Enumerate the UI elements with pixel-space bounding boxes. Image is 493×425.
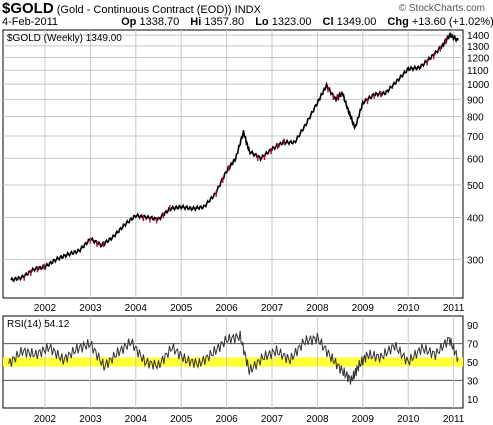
price-y-tick-label: 1200 (467, 54, 490, 65)
rsi-y-tick-label: 90 (467, 321, 479, 332)
open-label: Op (121, 16, 137, 28)
price-y-tick-label: 1100 (467, 66, 489, 77)
change-value: +13.60 (+1.02%) (411, 16, 493, 28)
price-y-tick-label: 300 (467, 255, 484, 266)
rsi-x-tick-label: 2011 (443, 414, 465, 425)
rsi-x-tick-label: 2005 (170, 414, 193, 425)
price-y-tick-label: 700 (467, 132, 484, 143)
rsi-x-tick-label: 2008 (306, 414, 329, 425)
open-value: 1338.70 (139, 16, 180, 28)
price-y-tick-label: 800 (467, 113, 484, 124)
price-legend: $GOLD (Weekly) 1349.00 (7, 33, 122, 44)
rsi-x-tick-label: 2003 (79, 414, 102, 425)
price-x-tick-label: 2005 (170, 303, 193, 314)
symbol-title: $GOLD (2, 0, 54, 17)
price-y-tick-label: 1000 (467, 80, 490, 91)
price-x-tick-label: 2004 (125, 303, 148, 314)
rsi-x-tick-label: 2009 (352, 414, 375, 425)
rsi-y-tick-label: 30 (467, 376, 479, 387)
symbol-description: (Gold - Continuous Contract (EOD)) (56, 4, 232, 16)
price-x-tick-label: 2007 (261, 303, 284, 314)
low-label: Lo (255, 16, 269, 28)
price-x-tick-label: 2003 (79, 303, 102, 314)
price-y-tick-label: 500 (467, 181, 484, 192)
price-x-tick-label: 2009 (352, 303, 375, 314)
rsi-series-line (8, 330, 459, 385)
price-x-tick-label: 2002 (34, 303, 57, 314)
price-x-tick-label: 2008 (306, 303, 329, 314)
price-x-tick-label: 2010 (397, 303, 420, 314)
rsi-x-tick-label: 2010 (397, 414, 420, 425)
low-value: 1323.00 (271, 16, 312, 28)
rsi-x-tick-label: 2004 (125, 414, 148, 425)
chart-title-row: $GOLD (Gold - Continuous Contract (EOD))… (2, 0, 261, 17)
exchange-label: INDX (234, 4, 261, 16)
rsi-x-tick-label: 2002 (34, 414, 57, 425)
change-label: Chg (387, 16, 409, 28)
close-label: Cl (322, 16, 334, 28)
high-label: Hi (190, 16, 202, 28)
price-y-tick-label: 900 (467, 95, 484, 106)
rsi-y-tick-label: 70 (467, 340, 479, 351)
rsi-x-tick-label: 2007 (261, 414, 284, 425)
brand-watermark: © StockCharts.com (398, 3, 485, 14)
price-x-tick-label: 2006 (215, 303, 238, 314)
price-y-tick-label: 600 (467, 154, 484, 165)
rsi-highlight-band (3, 357, 463, 367)
high-value: 1357.80 (204, 16, 245, 28)
price-x-tick-label: 2011 (443, 303, 465, 314)
rsi-x-tick-label: 2006 (215, 414, 238, 425)
rsi-y-tick-label: 10 (467, 395, 479, 406)
quote-date: 4-Feb-2011 (2, 16, 59, 28)
price-series-line (10, 31, 459, 283)
price-y-tick-label: 400 (467, 213, 484, 224)
price-y-tick-label: 1400 (467, 31, 490, 42)
rsi-legend: RSI(14) 54.12 (7, 319, 70, 330)
close-value: 1349.00 (336, 16, 377, 28)
rsi-y-tick-label: 50 (467, 358, 479, 369)
ohlc-row: 4-Feb-2011 Op 1338.70 Hi 1357.80 Lo 1323… (2, 16, 493, 28)
price-y-tick-label: 1300 (467, 42, 490, 53)
